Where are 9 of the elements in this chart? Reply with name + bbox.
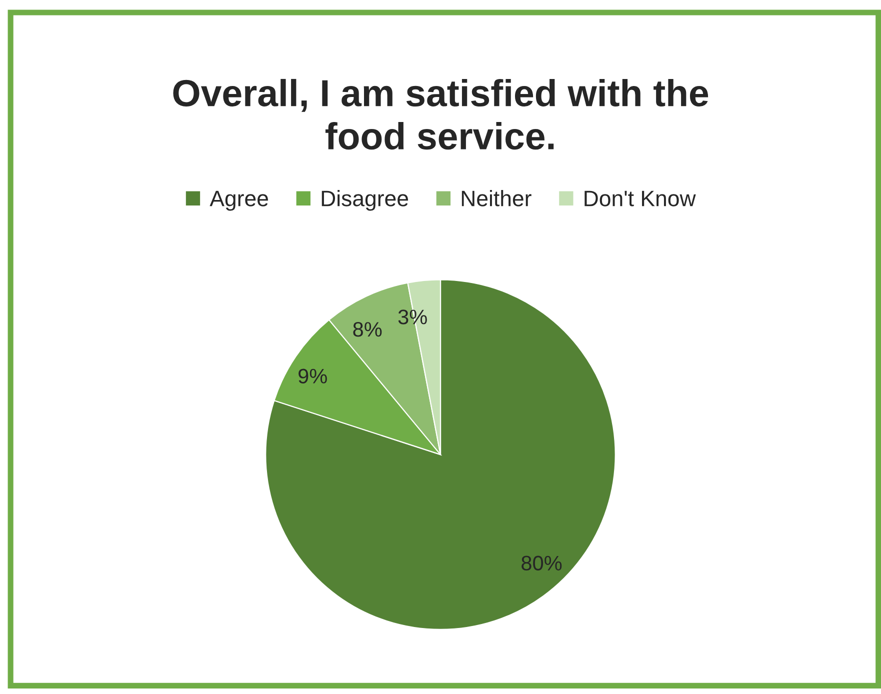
chart-title: Overall, I am satisfied with the food service.: [173, 78, 708, 150]
data-label: 9%: [298, 368, 327, 384]
legend-label: Agree: [210, 190, 268, 211]
data-label: 8%: [353, 322, 382, 337]
legend-label: Don't Know: [584, 190, 696, 206]
legend-label: Disagree: [322, 190, 408, 211]
pie-slice: [265, 279, 616, 630]
data-label: 80%: [522, 556, 562, 571]
legend-label: Neither: [462, 190, 532, 206]
